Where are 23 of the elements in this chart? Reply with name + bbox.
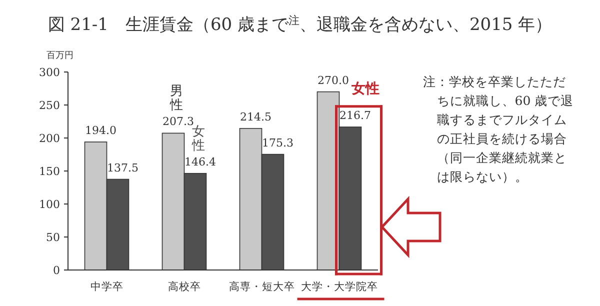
data-label: 270.0 (318, 74, 349, 87)
text: 注：学校を卒業したただちに就職し、60 歳で退職するまでフルタイムの正社員を続ける場合（同一企業継続就業とは限らない）。 (423, 73, 575, 186)
series-label: 男性 (168, 84, 183, 114)
data-label: 146.4 (184, 155, 216, 168)
y-tick-label: 250 (39, 99, 60, 112)
chart-title: 図 21-1 生涯賃金（60 歳まで$^{注}$、退職金を含めない、2015 年） (48, 14, 552, 35)
y-tick-label: 0 (53, 264, 60, 277)
data-label: 175.3 (262, 136, 294, 150)
x-tick-label: 高専・短大卒 (228, 280, 295, 293)
annotation: 女性 (350, 81, 380, 98)
y-tick-label: 300 (39, 66, 60, 79)
x-tick-label: 中学卒 (90, 280, 124, 293)
x-tick-label: 大学・大学院卒 (300, 280, 378, 293)
data-label: 216.7 (340, 108, 371, 122)
y-tick-label: 200 (39, 132, 60, 145)
data-label: 137.5 (107, 161, 138, 174)
data-label: 194.0 (85, 124, 116, 137)
data-label: 214.5 (240, 110, 272, 124)
x-tick-label: 高校卒 (168, 280, 201, 293)
y-tick-label: 150 (39, 165, 60, 178)
y-tick-label: 50 (46, 231, 60, 244)
y-tick-label: 100 (39, 198, 60, 211)
y-axis-title: 百万円 (46, 51, 74, 61)
